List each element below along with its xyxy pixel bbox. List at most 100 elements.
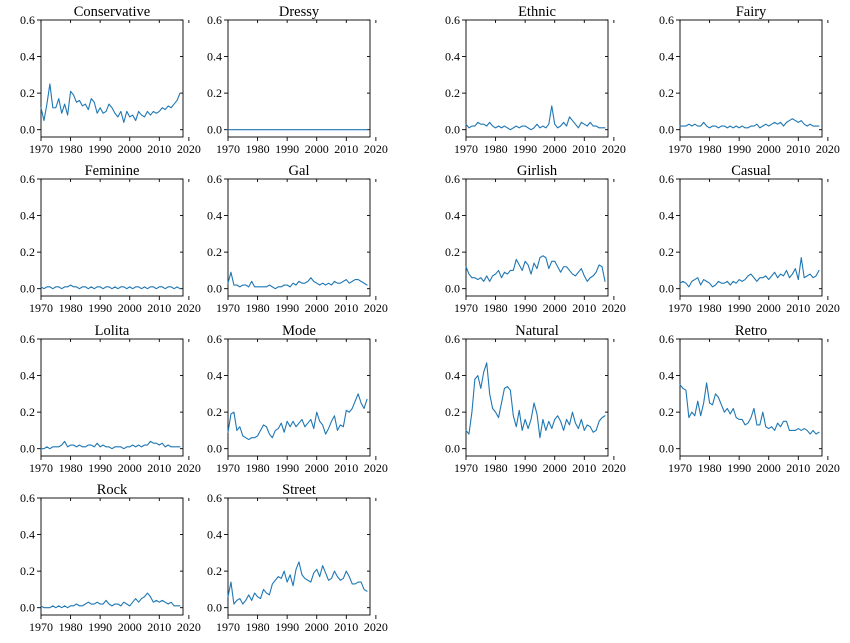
x-tick-label: 2010 (147, 142, 171, 156)
y-tick-label: 0.2 (445, 245, 460, 259)
y-tick-label: 0.4 (659, 209, 674, 223)
y-tick-label: 0.4 (20, 528, 35, 542)
series-line (679, 382, 820, 435)
x-tick-label: 2000 (543, 142, 567, 156)
x-tick-label: 1990 (88, 142, 112, 156)
y-tick-label: 0.0 (659, 123, 674, 137)
plot-frame (227, 338, 371, 457)
x-tick-label: 1980 (698, 142, 722, 156)
x-tick-label: 2020 (364, 461, 388, 475)
x-tick-label: 2010 (147, 301, 171, 315)
plot-frame (465, 19, 609, 138)
panel-title: Street (282, 482, 316, 498)
x-tick-label: 2010 (147, 620, 171, 634)
panel-ethnic: Ethnic 0.0 0.2 0.4 0.6 1970 1980 1990 2000 2010 20… (445, 4, 626, 156)
y-tick-label: 0.0 (659, 282, 674, 296)
x-tick-label: 1970 (216, 142, 240, 156)
panel-title: Mode (282, 323, 316, 339)
panel-dressy: Dressy 0.0 0.2 0.4 0.6 1970 1980 1990 2000 2010 20… (207, 4, 388, 156)
y-tick-label: 0.2 (207, 245, 222, 259)
y-tick-label: 0.2 (20, 86, 35, 100)
y-tick-label: 0.4 (207, 209, 222, 223)
y-tick-label: 0.6 (20, 13, 35, 27)
x-tick-label: 2000 (543, 461, 567, 475)
x-tick-label: 2020 (364, 142, 388, 156)
panel-fairy: Fairy 0.0 0.2 0.4 0.6 1970 1980 1990 2000 2010 202… (659, 4, 840, 156)
panel-title: Ethnic (518, 4, 556, 20)
y-tick-label: 0.4 (207, 528, 222, 542)
y-tick-label: 0.4 (659, 369, 674, 383)
x-tick-label: 1990 (275, 461, 299, 475)
x-tick-label: 2020 (816, 301, 840, 315)
x-tick-label: 1990 (727, 461, 751, 475)
panel-title: Rock (97, 482, 128, 498)
x-tick-label: 1990 (88, 620, 112, 634)
series-line (465, 105, 606, 131)
x-tick-label: 1980 (59, 461, 83, 475)
series-line (679, 257, 820, 288)
x-tick-label: 2010 (572, 461, 596, 475)
y-tick-label: 0.2 (445, 86, 460, 100)
x-tick-label: 1970 (29, 461, 53, 475)
x-tick-label: 2010 (572, 142, 596, 156)
y-tick-label: 0.2 (659, 245, 674, 259)
x-tick-label: 2010 (786, 142, 810, 156)
y-tick-label: 0.4 (207, 50, 222, 64)
x-tick-label: 2000 (305, 620, 329, 634)
x-tick-label: 1970 (29, 301, 53, 315)
y-tick-label: 0.6 (445, 13, 460, 27)
y-tick-label: 0.2 (20, 405, 35, 419)
y-tick-label: 0.4 (445, 369, 460, 383)
x-tick-label: 2020 (364, 301, 388, 315)
series-line (679, 118, 820, 129)
x-tick-label: 1980 (246, 620, 270, 634)
x-tick-label: 2020 (177, 301, 201, 315)
y-tick-label: 0.6 (20, 332, 35, 346)
x-tick-label: 1990 (513, 142, 537, 156)
series-line (40, 284, 181, 290)
x-tick-label: 2010 (334, 461, 358, 475)
panel-conservative: Conservative 0.0 0.2 0.4 0.6 1970 1980 1990 2000… (20, 4, 201, 156)
y-tick-label: 0.2 (207, 405, 222, 419)
x-tick-label: 1990 (727, 301, 751, 315)
x-tick-label: 2020 (816, 461, 840, 475)
y-tick-label: 0.6 (207, 491, 222, 505)
panel-lolita: Lolita 0.0 0.2 0.4 0.6 1970 1980 1990 2000 2010 20… (20, 323, 201, 475)
panel-title: Girlish (517, 163, 558, 179)
panel-mode: Mode 0.0 0.2 0.4 0.6 1970 1980 1990 2000 2010 2020 (207, 323, 388, 475)
x-tick-label: 1980 (59, 301, 83, 315)
plot-frame (679, 19, 823, 138)
series-line (40, 440, 181, 450)
x-tick-label: 1970 (216, 620, 240, 634)
x-tick-label: 2020 (177, 142, 201, 156)
x-tick-label: 2000 (543, 301, 567, 315)
y-tick-label: 0.6 (207, 172, 222, 186)
x-tick-label: 2020 (602, 142, 626, 156)
series-line (227, 393, 368, 441)
x-tick-label: 1980 (246, 461, 270, 475)
x-tick-label: 2000 (305, 461, 329, 475)
x-tick-label: 1990 (88, 461, 112, 475)
series-line (40, 83, 181, 123)
x-tick-label: 2000 (757, 301, 781, 315)
x-tick-label: 1980 (484, 461, 508, 475)
x-tick-label: 2010 (572, 301, 596, 315)
x-tick-label: 2010 (334, 301, 358, 315)
y-tick-label: 0.2 (659, 86, 674, 100)
x-tick-label: 1970 (29, 620, 53, 634)
y-tick-label: 0.0 (207, 442, 222, 456)
x-tick-label: 2020 (177, 620, 201, 634)
x-tick-label: 1980 (59, 620, 83, 634)
y-tick-label: 0.0 (445, 442, 460, 456)
x-tick-label: 1970 (216, 461, 240, 475)
panel-retro: Retro 0.0 0.2 0.4 0.6 1970 1980 1990 2000 2010 202… (659, 323, 840, 475)
y-tick-label: 0.0 (20, 442, 35, 456)
x-tick-label: 2000 (757, 461, 781, 475)
y-tick-label: 0.2 (207, 86, 222, 100)
x-tick-label: 2010 (786, 301, 810, 315)
x-tick-label: 1980 (246, 301, 270, 315)
plot-frame (227, 19, 371, 138)
y-tick-label: 0.6 (659, 332, 674, 346)
panel-title: Dressy (279, 4, 320, 20)
